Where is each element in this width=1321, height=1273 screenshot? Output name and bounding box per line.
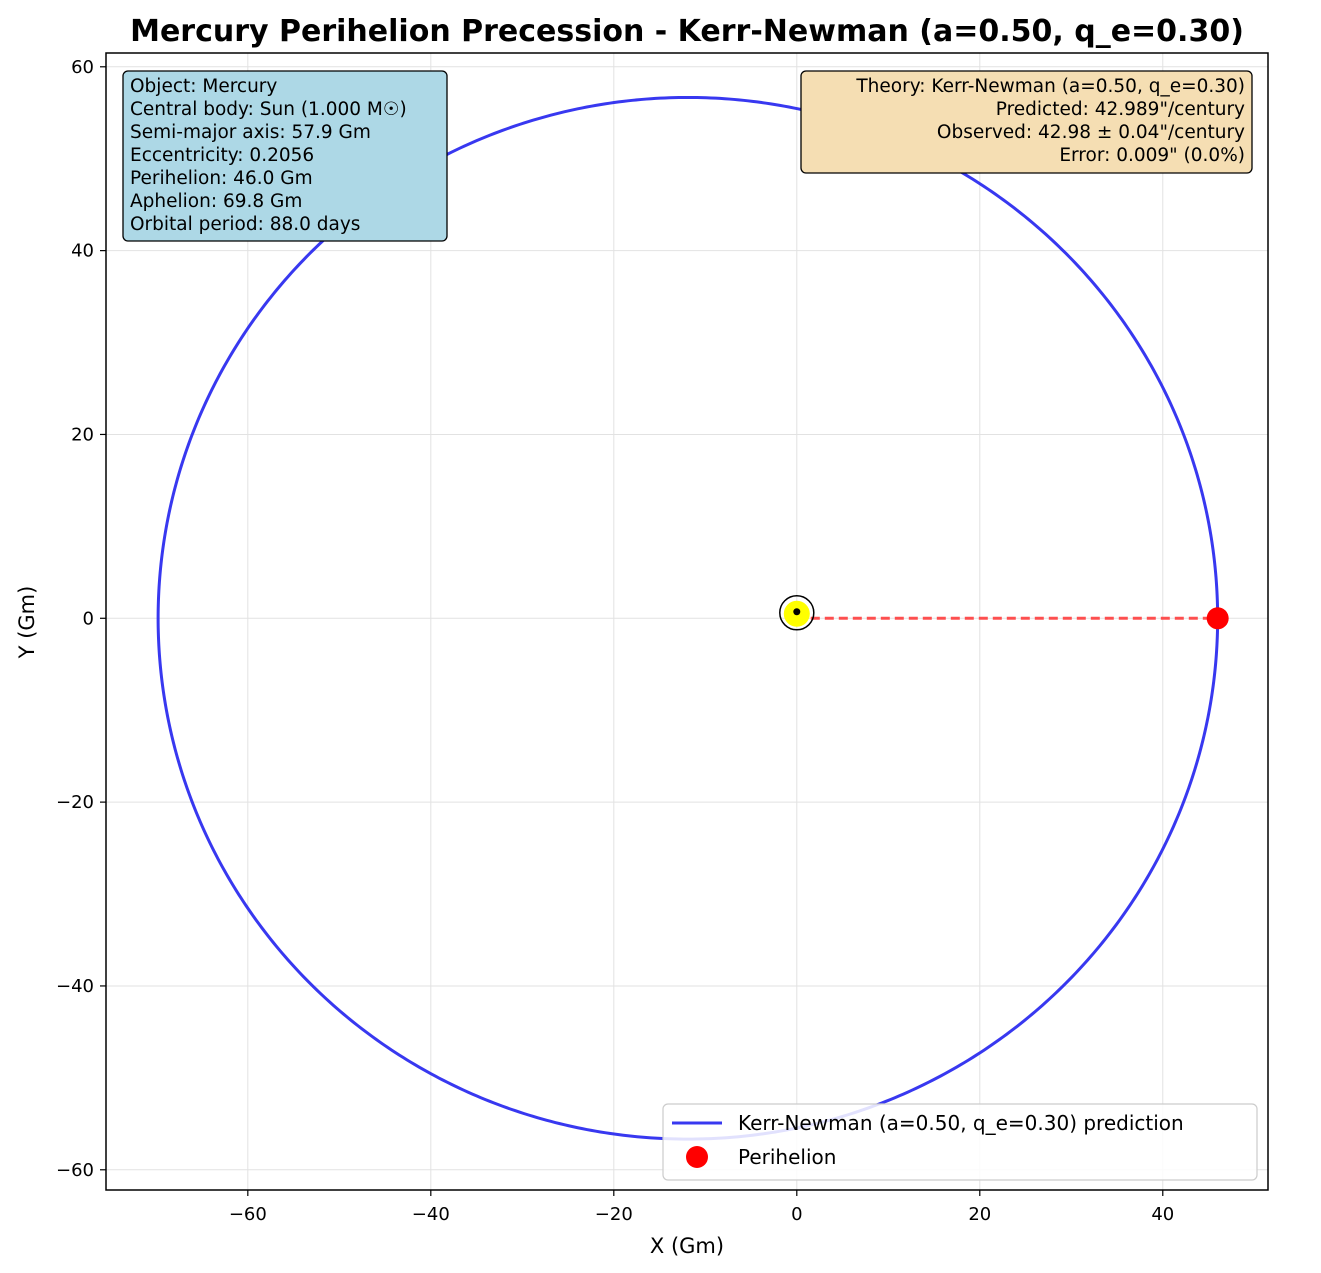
theory-info-line: Error: 0.009" (0.0%) bbox=[1059, 145, 1245, 166]
object-info-line: Semi-major axis: 57.9 Gm bbox=[130, 122, 371, 143]
object-info-line: Central body: Sun (1.000 M☉) bbox=[130, 99, 407, 120]
perihelion-marker bbox=[1206, 607, 1229, 630]
x-tick-label: 40 bbox=[1151, 1204, 1174, 1225]
y-axis-label: Y (Gm) bbox=[15, 586, 39, 660]
plot-area: −60 −40 −20 0 20 40 −60 −40 −20 0 20 40 60 Object: Me… bbox=[56, 52, 1269, 1225]
y-tick-label: 20 bbox=[71, 424, 94, 445]
object-info-line: Object: Mercury bbox=[130, 76, 277, 97]
legend-marker-swatch bbox=[686, 1146, 708, 1168]
x-tick-label: −40 bbox=[412, 1204, 450, 1225]
legend-label: Kerr-Newman (a=0.50, q_e=0.30) predictio… bbox=[738, 1111, 1184, 1135]
theory-info-line: Theory: Kerr-Newman (a=0.50, q_e=0.30) bbox=[855, 76, 1245, 97]
object-info-line: Eccentricity: 0.2056 bbox=[130, 145, 314, 166]
legend-label: Perihelion bbox=[738, 1145, 836, 1169]
x-tick-label: −20 bbox=[595, 1204, 633, 1225]
chart-title: Mercury Perihelion Precession - Kerr-New… bbox=[130, 14, 1244, 49]
object-info-line: Perihelion: 46.0 Gm bbox=[130, 168, 313, 189]
x-tick-label: 20 bbox=[968, 1204, 991, 1225]
y-tick-label: 0 bbox=[83, 608, 94, 629]
central-body-ring bbox=[779, 595, 815, 631]
object-info-box bbox=[122, 70, 448, 242]
y-tick-label: −40 bbox=[56, 976, 94, 997]
theory-info-box bbox=[800, 70, 1253, 174]
x-tick-label: −60 bbox=[229, 1204, 267, 1225]
y-tick-label: 40 bbox=[71, 241, 94, 262]
y-tick-label: −20 bbox=[56, 792, 94, 813]
y-tick-label: −60 bbox=[56, 1160, 94, 1181]
x-axis-label: X (Gm) bbox=[650, 1234, 724, 1258]
y-tick-label: 60 bbox=[71, 57, 94, 78]
object-info-line: Orbital period: 88.0 days bbox=[130, 214, 360, 235]
central-body-center bbox=[793, 608, 801, 616]
theory-info-line: Predicted: 42.989"/century bbox=[996, 99, 1245, 120]
theory-info-line: Observed: 42.98 ± 0.04"/century bbox=[937, 122, 1245, 143]
x-tick-label: 0 bbox=[791, 1204, 802, 1225]
object-info-line: Aphelion: 69.8 Gm bbox=[130, 191, 302, 212]
axes-frame bbox=[105, 52, 1269, 1191]
legend-box bbox=[662, 1103, 1258, 1181]
